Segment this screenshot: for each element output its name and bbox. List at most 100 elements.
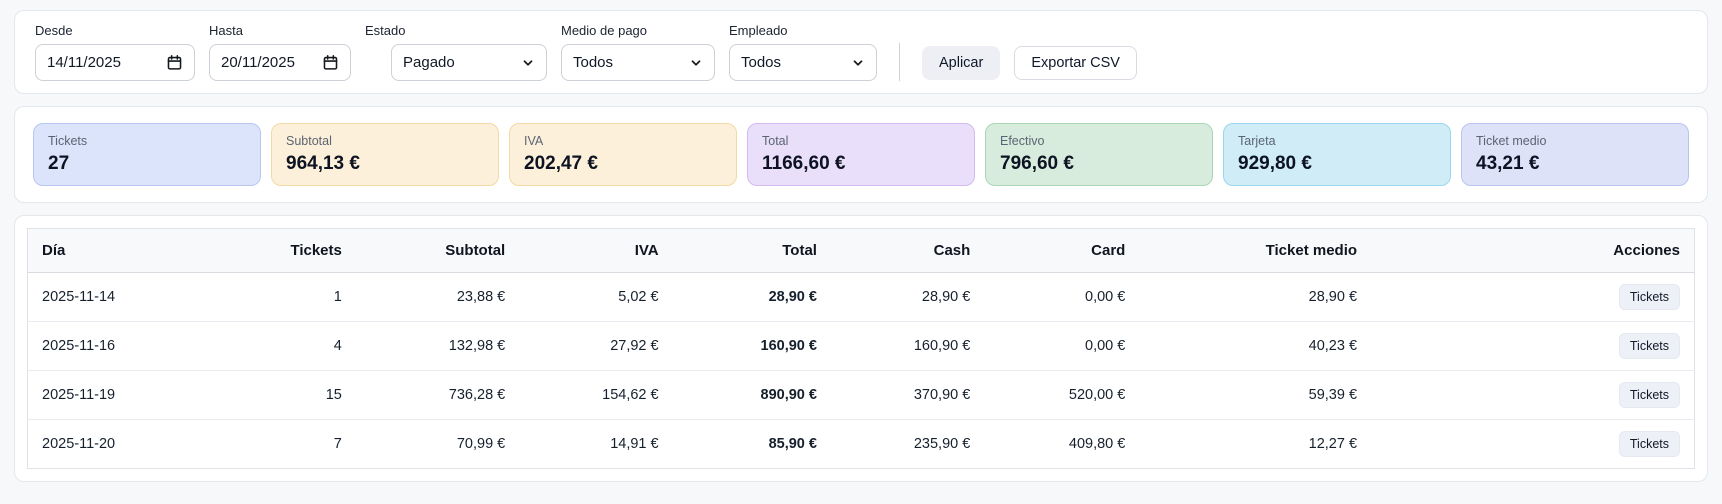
cell-dia: 2025-11-16 [27, 321, 236, 371]
exportar-csv-button[interactable]: Exportar CSV [1014, 46, 1137, 80]
empleado-select[interactable]: Todos [741, 54, 845, 71]
desde-date-field[interactable] [35, 44, 195, 81]
calendar-icon[interactable] [166, 54, 183, 71]
tickets-action-button[interactable]: Tickets [1618, 431, 1680, 457]
medio-de-pago-label: Medio de pago [561, 23, 648, 38]
filter-group-hasta: Hasta [209, 23, 351, 81]
cell-cash: 235,90 € [830, 419, 985, 469]
filter-group-estado: Estado Pagado [365, 23, 547, 81]
table-row: 2025-11-14 1 23,88 € 5,02 € 28,90 € 28,9… [27, 272, 1695, 322]
cell-cash: 28,90 € [830, 272, 985, 322]
filter-bar: Desde Hasta [14, 10, 1708, 94]
desde-label: Desde [35, 23, 73, 38]
cell-card: 520,00 € [984, 370, 1140, 420]
card-tickets: Tickets 27 [33, 123, 261, 186]
filter-group-empleado: Empleado Todos [729, 23, 877, 81]
cell-tickets: 1 [235, 272, 356, 322]
cell-iva: 5,02 € [519, 272, 673, 322]
card-subtotal: Subtotal 964,13 € [271, 123, 499, 186]
hasta-date-input[interactable] [221, 54, 316, 71]
estado-label: Estado [365, 23, 406, 38]
card-value: 964,13 € [286, 153, 360, 174]
hasta-date-field[interactable] [209, 44, 351, 81]
card-value: 202,47 € [524, 153, 598, 174]
table-row: 2025-11-20 7 70,99 € 14,91 € 85,90 € 235… [27, 419, 1695, 469]
chevron-down-icon [851, 56, 865, 70]
tickets-action-button[interactable]: Tickets [1618, 284, 1680, 310]
card-efectivo: Efectivo 796,60 € [985, 123, 1213, 186]
cell-acciones: Tickets [1371, 321, 1695, 371]
table-row: 2025-11-19 15 736,28 € 154,62 € 890,90 €… [27, 370, 1695, 420]
empleado-label: Empleado [729, 23, 788, 38]
cell-tickets: 7 [235, 419, 356, 469]
cell-iva: 14,91 € [519, 419, 673, 469]
cell-subtotal: 132,98 € [355, 321, 520, 371]
cell-card: 0,00 € [984, 321, 1140, 371]
column-header-total: Total [672, 228, 831, 273]
cell-subtotal: 23,88 € [355, 272, 520, 322]
filter-group-medio-de-pago: Medio de pago Todos [561, 23, 715, 81]
tickets-action-button[interactable]: Tickets [1618, 382, 1680, 408]
card-label: Ticket medio [1476, 134, 1547, 148]
cell-dia: 2025-11-20 [27, 419, 236, 469]
card-value: 1166,60 € [762, 153, 846, 174]
column-header-iva: IVA [519, 228, 673, 273]
card-total: Total 1166,60 € [747, 123, 975, 186]
cell-acciones: Tickets [1371, 370, 1695, 420]
column-header-card: Card [984, 228, 1140, 273]
card-label: Tarjeta [1238, 134, 1276, 148]
table-header-row: Día Tickets Subtotal IVA Total Cash Card… [27, 228, 1695, 273]
cell-total: 160,90 € [672, 321, 831, 371]
cell-cash: 370,90 € [830, 370, 985, 420]
cell-acciones: Tickets [1371, 419, 1695, 469]
cell-iva: 27,92 € [519, 321, 673, 371]
estado-select-field[interactable]: Pagado [391, 44, 547, 81]
cell-card: 0,00 € [984, 272, 1140, 322]
card-value: 796,60 € [1000, 153, 1074, 174]
cell-ticket-medio: 12,27 € [1139, 419, 1372, 469]
medio-de-pago-select-field[interactable]: Todos [561, 44, 715, 81]
cell-total: 85,90 € [672, 419, 831, 469]
cell-cash: 160,90 € [830, 321, 985, 371]
empleado-select-field[interactable]: Todos [729, 44, 877, 81]
card-iva: IVA 202,47 € [509, 123, 737, 186]
summary-cards: Tickets 27 Subtotal 964,13 € IVA 202,47 … [14, 106, 1708, 203]
cell-total: 28,90 € [672, 272, 831, 322]
estado-select[interactable]: Pagado [403, 54, 515, 71]
card-label: Efectivo [1000, 134, 1045, 148]
cell-dia: 2025-11-19 [27, 370, 236, 420]
column-header-tickets: Tickets [235, 228, 356, 273]
card-label: Subtotal [286, 134, 332, 148]
desde-date-input[interactable] [47, 54, 160, 71]
cell-tickets: 15 [235, 370, 356, 420]
cell-ticket-medio: 28,90 € [1139, 272, 1372, 322]
tickets-action-button[interactable]: Tickets [1618, 333, 1680, 359]
card-value: 27 [48, 153, 70, 174]
aplicar-button[interactable]: Aplicar [922, 46, 1001, 80]
card-tarjeta: Tarjeta 929,80 € [1223, 123, 1451, 186]
chevron-down-icon [521, 56, 535, 70]
chevron-down-icon [689, 56, 703, 70]
filter-group-desde: Desde [35, 23, 195, 81]
filter-actions-divider [899, 43, 900, 81]
medio-de-pago-select[interactable]: Todos [573, 54, 683, 71]
calendar-icon[interactable] [322, 54, 339, 71]
cell-subtotal: 70,99 € [355, 419, 520, 469]
cell-subtotal: 736,28 € [355, 370, 520, 420]
column-header-ticket-medio: Ticket medio [1139, 228, 1372, 273]
card-label: Total [762, 134, 789, 148]
daily-sales-table: Día Tickets Subtotal IVA Total Cash Card… [27, 228, 1695, 469]
cell-ticket-medio: 59,39 € [1139, 370, 1372, 420]
column-header-subtotal: Subtotal [355, 228, 520, 273]
column-header-cash: Cash [830, 228, 985, 273]
cell-ticket-medio: 40,23 € [1139, 321, 1372, 371]
cell-acciones: Tickets [1371, 272, 1695, 322]
cell-total: 890,90 € [672, 370, 831, 420]
column-header-dia: Día [27, 228, 236, 273]
card-label: Tickets [48, 134, 88, 148]
column-header-acciones: Acciones [1371, 228, 1695, 273]
cell-iva: 154,62 € [519, 370, 673, 420]
cell-card: 409,80 € [984, 419, 1140, 469]
card-ticket-medio: Ticket medio 43,21 € [1461, 123, 1689, 186]
